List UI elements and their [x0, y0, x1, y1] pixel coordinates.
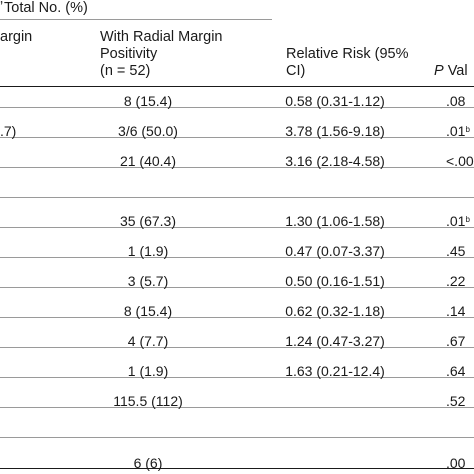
cell-rr: 0.50 (0.16-1.51) — [285, 273, 385, 289]
cell-positive: 1 (1.9) — [127, 243, 169, 259]
group-header-marker: ʼ — [0, 0, 4, 16]
cell-p: .52 — [446, 393, 466, 409]
cell-p: .45 — [446, 243, 466, 259]
cell-rr: 0.58 (0.31-1.12) — [285, 93, 385, 109]
header-bottom-rule — [0, 86, 474, 87]
cell-rr: 0.47 (0.07-3.37) — [285, 243, 385, 259]
cell-p: .22 — [446, 273, 466, 289]
cell-rr: 1.24 (0.47-3.27) — [285, 333, 385, 349]
row-separator — [0, 197, 474, 198]
cell-p: .14 — [446, 303, 466, 319]
group-header-title: Total No. (%) — [4, 0, 88, 16]
cell-rr: 0.62 (0.32-1.18) — [285, 303, 385, 319]
cell-p: .64 — [446, 363, 466, 379]
column-header-positive-line1: With Radial Margin — [100, 29, 223, 45]
table-bottom-rule — [0, 468, 474, 469]
row-separator — [0, 407, 474, 408]
row-separator — [0, 317, 474, 318]
cell-positive: 3 (5.7) — [127, 273, 169, 289]
cell-rr: 1.30 (1.06-1.58) — [285, 213, 385, 229]
row-separator — [0, 287, 474, 288]
cell-p: .01b — [446, 213, 470, 229]
column-header-rr-line1: Relative Risk (95% — [286, 46, 409, 62]
row-separator — [0, 377, 474, 378]
group-header-underline — [0, 19, 272, 20]
footnote-marker: b — [465, 215, 470, 224]
column-header-positive-line2: Positivity — [100, 46, 158, 62]
row-separator — [0, 437, 474, 438]
cell-p: .67 — [446, 333, 466, 349]
cell-rr: 3.16 (2.18-4.58) — [285, 153, 385, 169]
cell-p: .00 — [446, 455, 466, 471]
column-header-positive-line3: (n = 52) — [100, 63, 151, 79]
cell-p: .01b — [446, 123, 470, 139]
cell-p: <.001 — [446, 153, 474, 169]
row-separator — [0, 167, 474, 168]
row-separator — [0, 257, 474, 258]
row-separator — [0, 347, 474, 348]
row-separator — [0, 227, 474, 228]
column-header-p-rest: Val — [443, 63, 468, 79]
column-header-rr-line2: CI) — [286, 63, 306, 79]
cell-positive: 3/6 (50.0) — [118, 123, 178, 139]
cell-rr: 1.63 (0.21-12.4) — [285, 363, 385, 379]
cell-left: .7) — [0, 123, 17, 139]
cell-positive: 1 (1.9) — [127, 363, 169, 379]
cell-positive: 8 (15.4) — [123, 93, 173, 109]
cell-p: .08 — [446, 93, 466, 109]
cell-positive: 4 (7.7) — [127, 333, 169, 349]
column-header-left: argin — [0, 29, 33, 45]
cell-positive: 35 (67.3) — [119, 213, 177, 229]
column-header-p: P Val — [434, 63, 468, 80]
cell-positive: 115.5 (112) — [113, 393, 183, 409]
row-separator — [0, 107, 474, 108]
cell-positive: 6 (6) — [133, 455, 163, 471]
cell-rr: 3.78 (1.56-9.18) — [285, 123, 385, 139]
footnote-marker: b — [465, 125, 470, 134]
cell-positive: 8 (15.4) — [123, 303, 173, 319]
column-header-p-italic: P — [434, 63, 444, 79]
row-separator — [0, 137, 474, 138]
cell-positive: 21 (40.4) — [119, 153, 177, 169]
